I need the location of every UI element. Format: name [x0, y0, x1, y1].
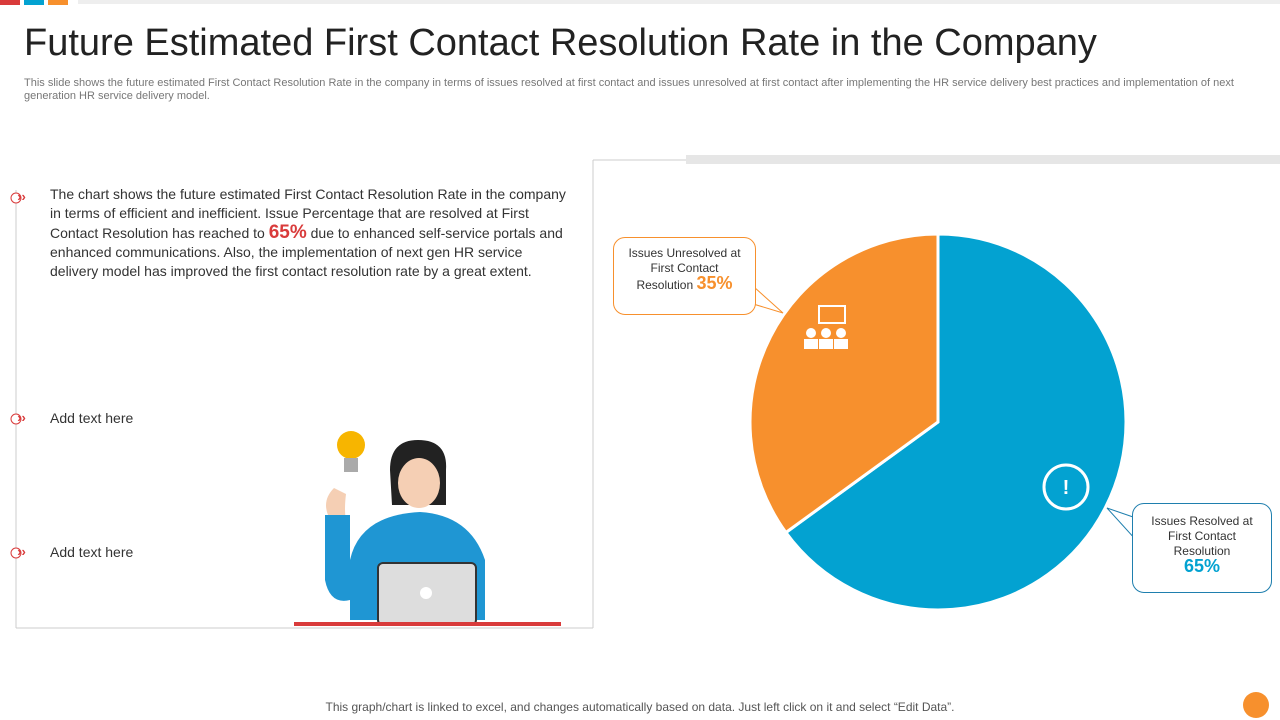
pie-slice — [748, 232, 940, 535]
strip — [0, 0, 20, 5]
subtitle: This slide shows the future estimated Fi… — [24, 77, 1234, 102]
footer: This graph/chart is linked to excel, and… — [325, 700, 955, 714]
bullet-arrow: ›› — [10, 410, 26, 425]
hatch — [686, 155, 1280, 164]
corner-dot — [1243, 692, 1269, 718]
strip — [78, 0, 1280, 4]
data-label: 35% — [696, 273, 733, 293]
text: The chart shows the future estimated Fir… — [50, 186, 566, 241]
strip — [48, 0, 68, 5]
strip — [24, 0, 44, 5]
highlight: 65% — [268, 222, 307, 243]
bullet-dot — [10, 192, 22, 204]
pie — [748, 232, 1128, 612]
icon — [804, 305, 848, 349]
icon: ! — [1042, 463, 1090, 511]
text: due to enhanced self-service portals and… — [50, 225, 563, 279]
bullet-dot — [10, 413, 22, 425]
title: Future Estimated First Contact Resolutio… — [24, 22, 1097, 64]
bullet-arrow: ›› — [10, 189, 26, 204]
text: Add text here — [50, 544, 134, 560]
bullet-dot — [10, 547, 22, 559]
callout: Issues Unresolved at First Contact Resol… — [613, 237, 756, 315]
svg-text:!: ! — [1063, 477, 1070, 499]
legend-label: Issues Resolved at First Contact Resolut… — [1151, 514, 1253, 558]
bullet: The chart shows the future estimated Fir… — [50, 185, 570, 281]
callout: Issues Resolved at First Contact Resolut… — [1132, 503, 1272, 593]
text: Add text here — [50, 410, 134, 426]
bullet: Add text here — [50, 409, 570, 428]
bullet: Add text here — [50, 543, 570, 562]
legend-label: Issues Unresolved at First Contact Resol… — [628, 246, 741, 292]
pie-slice — [783, 232, 1128, 612]
bullet-arrow: ›› — [10, 544, 26, 559]
illustration — [294, 431, 561, 626]
data-label: 65% — [1183, 556, 1221, 576]
